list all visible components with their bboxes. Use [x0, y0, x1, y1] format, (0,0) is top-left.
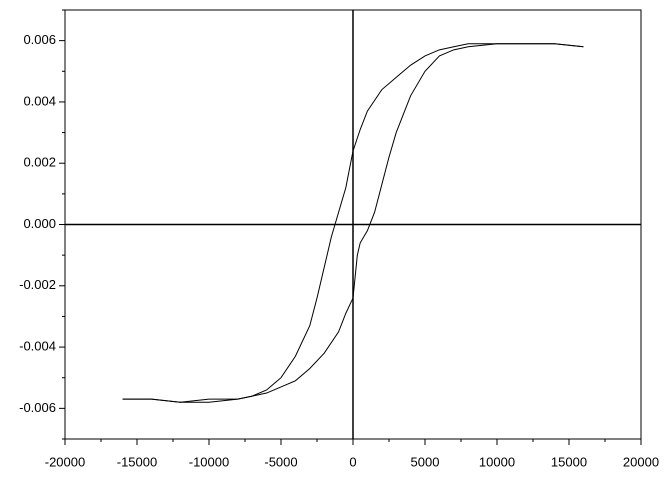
x-tick-label: -20000: [45, 454, 85, 469]
y-tick-label: -0.004: [19, 339, 56, 354]
data-line: [122, 43, 584, 403]
x-tick-label: 10000: [479, 454, 515, 469]
y-tick-label: 0.006: [23, 32, 56, 47]
x-tick-label: -15000: [117, 454, 157, 469]
y-tick-label: -0.002: [19, 277, 56, 292]
x-tick-label: 15000: [551, 454, 587, 469]
x-tick-label: 20000: [623, 454, 659, 469]
y-tick-label: 0.000: [23, 216, 56, 231]
y-tick-label: 0.002: [23, 155, 56, 170]
x-tick-label: 5000: [411, 454, 440, 469]
x-tick-label: -10000: [189, 454, 229, 469]
y-tick-label: -0.006: [19, 400, 56, 415]
x-tick-label: 0: [349, 454, 356, 469]
y-tick-label: 0.004: [23, 93, 56, 108]
x-tick-label: -5000: [264, 454, 297, 469]
